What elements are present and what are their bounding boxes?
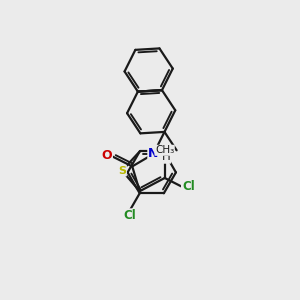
Text: CH₃: CH₃ bbox=[155, 145, 174, 155]
Text: O: O bbox=[101, 148, 112, 162]
Text: H: H bbox=[161, 150, 170, 163]
Text: N: N bbox=[148, 147, 159, 161]
Text: Cl: Cl bbox=[124, 209, 136, 222]
Text: Cl: Cl bbox=[182, 180, 195, 193]
Text: S: S bbox=[118, 166, 126, 176]
